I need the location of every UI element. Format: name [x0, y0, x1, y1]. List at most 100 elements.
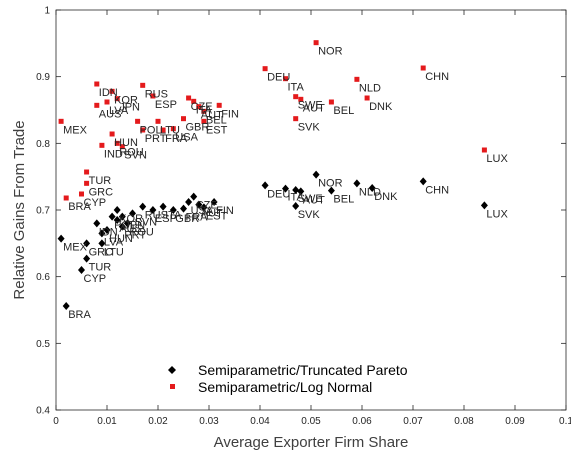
point-label: GRC — [89, 246, 114, 258]
data-point-truncated-pareto — [282, 184, 289, 193]
data-point-truncated-pareto — [169, 206, 177, 214]
point-label: JPN — [119, 102, 140, 114]
y-tick-label: 0.8 — [36, 139, 50, 150]
point-label: BRA — [68, 309, 91, 321]
point-label: HUN — [114, 137, 138, 149]
point-label: DNK — [369, 101, 393, 113]
data-point-log-normal — [109, 88, 115, 94]
x-tick-label: 0.04 — [250, 416, 270, 427]
point-label: DEU — [267, 72, 290, 84]
point-label: ITA — [196, 104, 213, 116]
point-label: BEL — [206, 114, 227, 126]
point-label: EST — [206, 210, 228, 222]
data-point-truncated-pareto — [480, 201, 488, 210]
point-label: DNK — [374, 191, 398, 203]
data-point-log-normal — [63, 195, 69, 201]
data-point-log-normal — [109, 131, 115, 137]
point-label: SVN — [135, 216, 158, 228]
point-label: FIN — [221, 108, 239, 120]
point-label: CHN — [425, 71, 449, 83]
data-point-log-normal — [313, 40, 319, 46]
point-labels: BRACYPTURGRCMEXIDNLVALTUHUNPOLKORAUSJPNP… — [63, 46, 508, 321]
data-point-truncated-pareto — [353, 179, 361, 188]
point-label: SVK — [298, 122, 321, 134]
y-tick-label: 1 — [44, 6, 50, 17]
legend: Semiparametric/Truncated Pareto Semipara… — [168, 362, 408, 395]
point-label: LTU — [104, 246, 124, 258]
point-label: CHN — [425, 184, 449, 196]
data-point-truncated-pareto — [297, 187, 305, 196]
point-label: POL — [114, 220, 136, 232]
data-point-log-normal — [293, 94, 299, 100]
data-point-log-normal — [160, 127, 166, 133]
point-label: DEU — [267, 188, 290, 200]
data-point-truncated-pareto — [200, 203, 208, 212]
point-label: MEX — [63, 124, 88, 136]
point-label: POL — [140, 124, 162, 136]
data-point-truncated-pareto — [312, 170, 320, 179]
point-label: FRA — [165, 133, 188, 145]
data-point-truncated-pareto — [129, 209, 136, 218]
point-label: SWE — [298, 100, 323, 112]
data-point-truncated-pareto — [78, 266, 85, 274]
point-label: NLD — [359, 82, 381, 94]
point-label: ITA — [288, 82, 305, 94]
point-label: IND — [104, 148, 123, 160]
x-tick-label: 0.01 — [97, 416, 117, 427]
point-label: RUS — [145, 88, 168, 100]
data-point-log-normal — [84, 180, 90, 186]
point-label: NOR — [318, 178, 343, 190]
point-label: AUS — [119, 223, 142, 235]
data-point-log-normal — [298, 96, 304, 102]
data-point-truncated-pareto — [210, 198, 218, 206]
point-label: ESP — [155, 213, 177, 225]
point-label: AUT — [303, 194, 325, 206]
data-point-log-normal — [196, 104, 202, 110]
point-label: USA — [191, 205, 214, 217]
data-point-log-normal — [283, 76, 288, 82]
data-point-truncated-pareto — [118, 222, 126, 231]
point-label: AUS — [99, 108, 122, 120]
x-axis-label: Average Exporter Firm Share — [214, 434, 409, 451]
data-point-log-normal — [58, 118, 64, 124]
point-label: ESP — [155, 99, 177, 111]
x-tick-label: 0.1 — [559, 416, 571, 427]
data-point-log-normal — [201, 108, 207, 114]
data-point-log-normal — [293, 116, 299, 122]
point-label: AUT — [303, 102, 325, 114]
x-tick-label: 0.06 — [352, 416, 372, 427]
y-tick-label: 0.5 — [36, 339, 50, 350]
data-point-truncated-pareto — [261, 181, 269, 190]
data-points — [57, 40, 488, 310]
data-point-truncated-pareto — [190, 192, 198, 201]
data-point-truncated-pareto — [57, 234, 65, 243]
legend-marker-diamond — [168, 366, 176, 374]
point-label: ROU — [129, 226, 154, 238]
point-label: USA — [175, 132, 198, 144]
data-point-log-normal — [186, 95, 192, 101]
data-point-log-normal — [79, 191, 84, 197]
point-label: HUN — [109, 233, 133, 245]
point-label: GBR — [186, 122, 210, 134]
x-tick-label: 0 — [53, 416, 59, 427]
data-point-log-normal — [140, 127, 146, 133]
plot-area — [55, 9, 567, 411]
point-label: BEL — [333, 194, 354, 206]
point-label: GBR — [175, 213, 199, 225]
point-label: ITA — [165, 210, 182, 222]
data-point-log-normal — [104, 99, 110, 105]
point-label: NOR — [318, 46, 343, 58]
point-label: KOR — [119, 213, 143, 225]
data-point-log-normal — [481, 147, 487, 153]
data-point-truncated-pareto — [327, 186, 335, 195]
point-label: KOR — [114, 94, 138, 106]
point-label: CYP — [84, 197, 107, 209]
data-point-truncated-pareto — [93, 219, 101, 228]
x-tick-label: 0.03 — [199, 416, 219, 427]
data-point-truncated-pareto — [292, 186, 300, 194]
data-point-log-normal — [201, 118, 207, 124]
data-point-log-normal — [135, 118, 141, 124]
point-label: PRT — [145, 133, 167, 145]
x-axis-ticks: 0 0.01 0.02 0.03 0.04 0.05 0.06 0.07 0.08 0.09 0.1 — [53, 10, 571, 427]
